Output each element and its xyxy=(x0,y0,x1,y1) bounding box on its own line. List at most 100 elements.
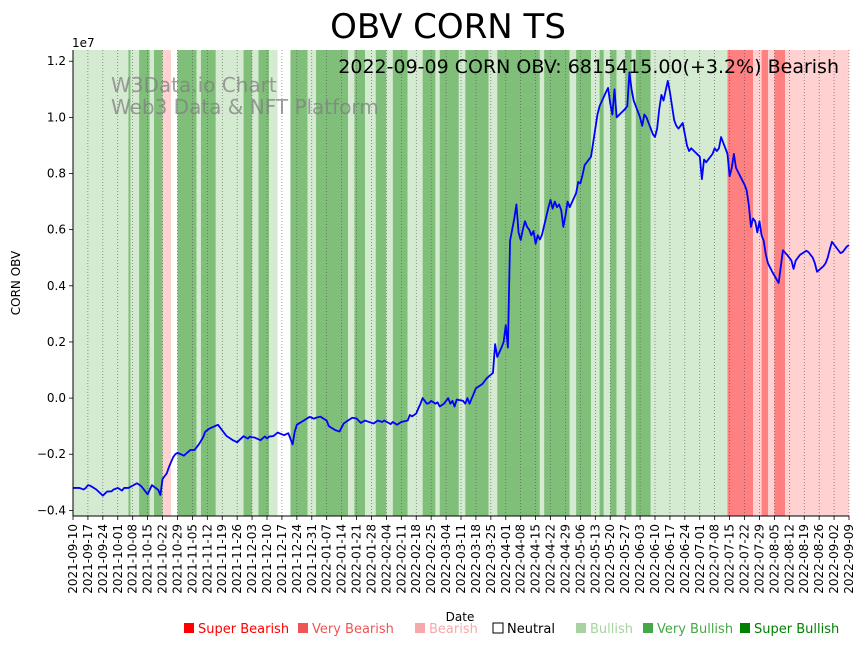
regime-band-very-bullish xyxy=(139,50,150,516)
regime-band-very-bullish xyxy=(128,50,131,516)
regime-band-bullish xyxy=(130,50,140,516)
regime-band-bullish xyxy=(616,50,626,516)
y-axis-label: CORN OBV xyxy=(9,250,23,315)
regime-band-very-bullish xyxy=(544,50,570,516)
regime-band-very-bullish xyxy=(422,50,436,516)
y-tick-label: 0.4 xyxy=(47,279,66,293)
regime-band-very-bullish xyxy=(439,50,459,516)
x-tick-label: 2022-01-28 xyxy=(364,524,378,594)
x-tick-label: 2021-12-03 xyxy=(245,524,259,594)
regime-band-very-bearish xyxy=(774,50,786,516)
x-tick-label: 2022-05-20 xyxy=(603,524,617,594)
regime-band-very-bullish xyxy=(354,50,366,516)
x-tick-label: 2022-08-26 xyxy=(812,524,826,594)
regime-band-very-bullish xyxy=(177,50,197,516)
regime-band-bullish xyxy=(603,50,611,516)
x-tick-label: 2022-05-13 xyxy=(588,524,602,594)
x-tick-label: 2021-10-22 xyxy=(156,524,170,594)
x-tick-label: 2021-10-08 xyxy=(126,524,140,594)
y-offset-label: 1e7 xyxy=(72,36,95,50)
x-axis-label: Date xyxy=(446,610,475,624)
legend-label-super-bullish: Super Bullish xyxy=(754,622,839,637)
regime-band-very-bullish xyxy=(375,50,387,516)
legend-label-bullish: Bullish xyxy=(590,622,633,637)
regime-band-very-bullish xyxy=(599,50,604,516)
regime-band-bullish xyxy=(365,50,376,516)
x-tick-label: 2022-08-19 xyxy=(797,524,811,594)
regime-band-very-bullish xyxy=(200,50,216,516)
regime-band-bullish xyxy=(348,50,355,516)
regime-band-bearish xyxy=(753,50,762,516)
regime-band-very-bearish xyxy=(727,50,754,516)
regime-band-very-bullish xyxy=(316,50,349,516)
y-tick-label: −0.4 xyxy=(37,503,66,517)
regime-band-very-bullish xyxy=(625,50,632,516)
x-tick-label: 2021-12-10 xyxy=(260,524,274,594)
y-tick-label: 0.0 xyxy=(47,391,66,405)
legend-swatch-very-bullish xyxy=(643,623,653,633)
x-tick-label: 2022-03-04 xyxy=(439,524,453,594)
regime-band-very-bullish xyxy=(392,50,408,516)
x-tick-label: 2021-10-15 xyxy=(141,524,155,594)
x-tick-label: 2022-04-08 xyxy=(514,524,528,594)
regime-band-bullish xyxy=(386,50,393,516)
regime-band-bullish xyxy=(252,50,259,516)
y-tick-label: 0.6 xyxy=(47,223,66,237)
regime-band-bearish xyxy=(162,50,172,516)
x-tick-label: 2022-03-25 xyxy=(484,524,498,594)
regime-band-very-bullish xyxy=(154,50,163,516)
x-tick-label: 2021-10-01 xyxy=(111,524,125,594)
watermark-line-1: W3Data.io Chart xyxy=(111,73,277,97)
x-tick-label: 2022-04-15 xyxy=(529,524,543,594)
x-tick-label: 2022-06-24 xyxy=(678,524,692,594)
regime-band-bullish xyxy=(458,50,466,516)
regime-band-very-bullish xyxy=(290,50,308,516)
status-annotation: 2022-09-09 CORN OBV: 6815415.00(+3.2%) B… xyxy=(338,56,839,78)
x-tick-label: 2022-06-03 xyxy=(633,524,647,594)
y-axis-ticks: −0.4 −0.2 0.0 0.2 0.4 0.6 0.8 1.0 1.2 xyxy=(37,54,73,517)
legend-swatch-neutral xyxy=(492,622,504,634)
regime-band-very-bullish xyxy=(243,50,253,516)
regime-band-bullish xyxy=(650,50,728,516)
regime-band-bullish xyxy=(631,50,636,516)
x-tick-label: 2022-09-02 xyxy=(827,524,841,594)
legend: Super Bearish Very Bearish Bearish Neutral B… xyxy=(184,622,839,637)
x-tick-label: 2022-08-05 xyxy=(767,524,781,594)
x-tick-label: 2022-01-14 xyxy=(335,524,349,594)
regime-band-very-bullish xyxy=(497,50,540,516)
regime-band-very-bullish xyxy=(576,50,592,516)
x-tick-label: 2022-02-25 xyxy=(424,524,438,594)
legend-label-bearish: Bearish xyxy=(429,622,478,637)
regime-band-bullish xyxy=(215,50,244,516)
x-tick-label: 2021-11-26 xyxy=(230,524,244,594)
x-tick-label: 2022-07-29 xyxy=(752,524,766,594)
regime-band-bullish xyxy=(591,50,600,516)
x-tick-label: 2021-12-17 xyxy=(275,524,289,594)
x-tick-label: 2022-04-22 xyxy=(544,524,558,594)
x-tick-label: 2022-07-22 xyxy=(738,524,752,594)
x-tick-label: 2021-12-24 xyxy=(290,524,304,594)
x-tick-label: 2021-11-19 xyxy=(215,524,229,594)
regime-band-bullish xyxy=(269,50,278,516)
legend-label-super-bearish: Super Bearish xyxy=(198,622,289,637)
regime-band-bullish xyxy=(539,50,545,516)
y-tick-label: 1.0 xyxy=(47,110,66,124)
x-tick-label: 2021-11-12 xyxy=(200,524,214,594)
legend-swatch-very-bearish xyxy=(298,623,308,633)
y-tick-label: 0.8 xyxy=(47,167,66,181)
regime-band-bullish xyxy=(307,50,317,516)
x-tick-label: 2022-07-15 xyxy=(723,524,737,594)
x-tick-label: 2022-01-21 xyxy=(350,524,364,594)
regime-band-very-bullish xyxy=(258,50,270,516)
regime-band-bearish xyxy=(767,50,775,516)
x-tick-label: 2021-11-05 xyxy=(185,524,199,594)
x-tick-label: 2022-06-17 xyxy=(663,524,677,594)
x-tick-label: 2022-06-10 xyxy=(648,524,662,594)
x-tick-label: 2022-05-06 xyxy=(573,524,587,594)
legend-swatch-super-bearish xyxy=(184,623,194,633)
regime-band-bullish xyxy=(488,50,498,516)
regime-band-bullish xyxy=(407,50,423,516)
regime-band-bullish xyxy=(149,50,155,516)
x-tick-label: 2022-07-08 xyxy=(708,524,722,594)
